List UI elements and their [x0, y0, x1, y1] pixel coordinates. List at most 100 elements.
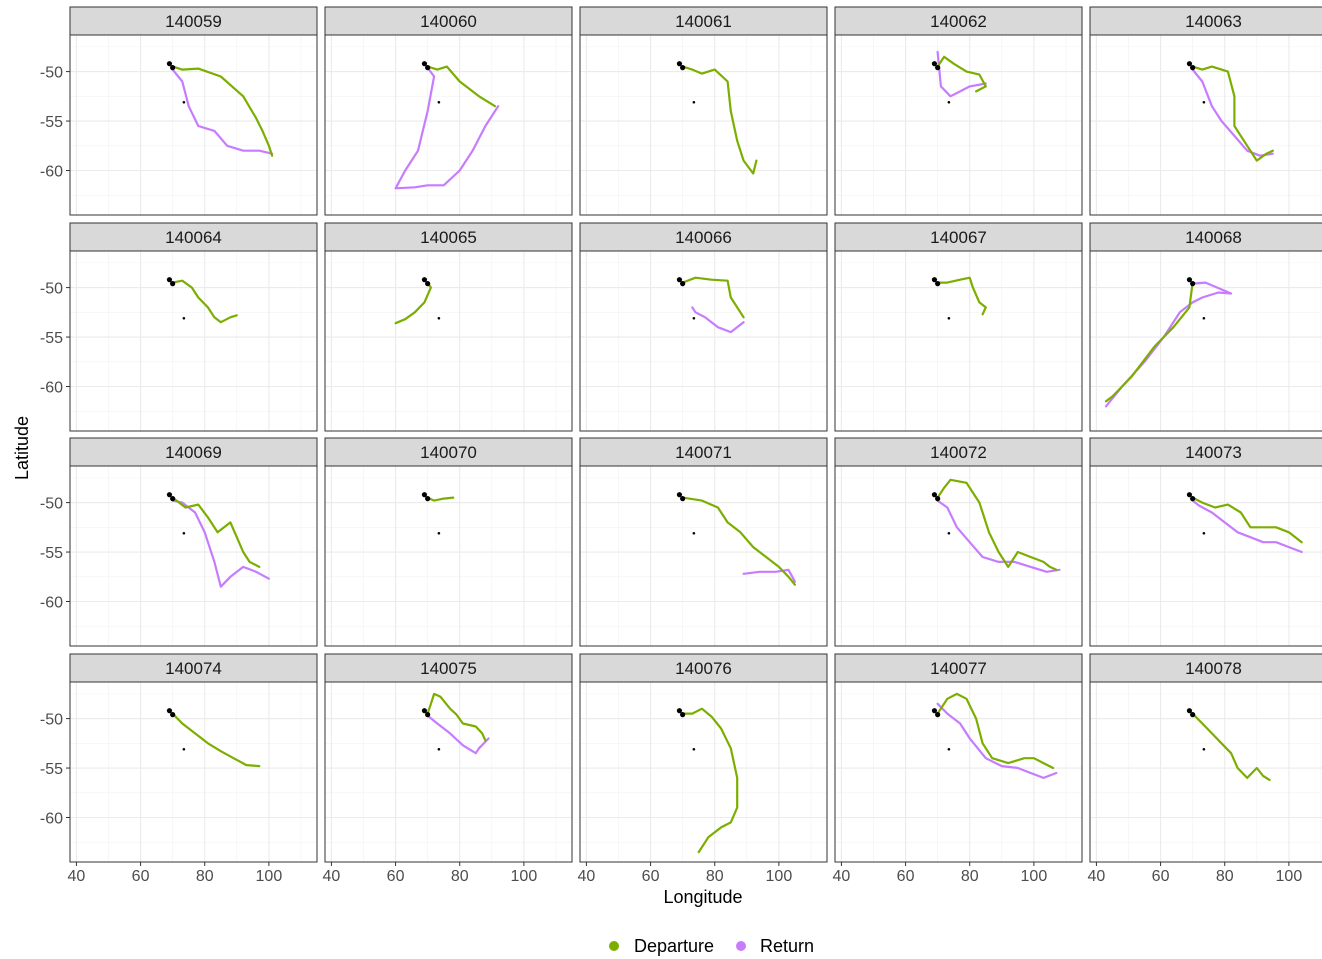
y-tick-label: -50	[40, 281, 63, 298]
grid-lines	[1090, 682, 1322, 862]
colony-point	[425, 65, 431, 71]
grid-lines	[1090, 35, 1322, 215]
facet-strip	[579, 653, 828, 683]
facet-strip	[69, 653, 318, 683]
plot-area	[580, 466, 827, 646]
colony-point	[680, 65, 686, 71]
tracks	[394, 61, 500, 190]
x-tick-label: 100	[1021, 868, 1048, 885]
tracks	[1104, 277, 1233, 408]
facet-label: 140071	[675, 443, 732, 462]
tracks	[166, 277, 238, 324]
departure-track	[171, 496, 261, 569]
facet-label: 140070	[420, 443, 477, 462]
x-tick-label: 60	[1152, 868, 1170, 885]
tracks	[394, 277, 441, 325]
plot-area	[835, 466, 1082, 646]
return-track	[1191, 499, 1303, 554]
x-tick-label: 40	[323, 868, 341, 885]
panel-border	[1089, 465, 1322, 647]
departure-track	[936, 692, 1055, 770]
x-tick-label: 80	[451, 868, 469, 885]
colony-point	[1186, 708, 1193, 714]
colony-point	[947, 747, 951, 751]
colony-point	[947, 100, 951, 104]
plot-area	[325, 251, 572, 431]
grid-lines	[70, 466, 317, 646]
panel-140062: 140062	[834, 6, 1083, 216]
x-tick-label: 100	[766, 868, 793, 885]
colony-point	[947, 316, 951, 320]
plot-area	[835, 251, 1082, 431]
panel-140066: 140066	[579, 222, 828, 432]
y-tick-label: -60	[40, 594, 63, 611]
facet-label: 140059	[165, 12, 222, 31]
plot-area	[1090, 466, 1322, 646]
panel-border	[834, 465, 1083, 647]
colony-point	[421, 61, 428, 67]
colony-point	[425, 496, 431, 502]
plot-area	[70, 682, 317, 862]
colony-point	[1190, 281, 1196, 287]
tracks	[931, 478, 1061, 573]
colony-point	[680, 712, 686, 718]
tracks	[1186, 61, 1274, 162]
facet-strip	[1089, 437, 1322, 467]
colony-point	[692, 316, 696, 320]
facet-strip	[324, 6, 573, 36]
colony-point	[182, 747, 186, 751]
panel-140070: 140070	[324, 437, 573, 647]
facet-label: 140065	[420, 228, 477, 247]
plot-area	[580, 251, 827, 431]
plot-area	[325, 682, 572, 862]
plot-area	[1090, 682, 1322, 862]
panel-140072: 140072	[834, 437, 1083, 647]
return-track	[936, 499, 1061, 573]
panel-border	[69, 34, 318, 216]
departure-track	[1104, 281, 1194, 403]
facet-strip	[834, 437, 1083, 467]
panel-border	[579, 465, 828, 647]
return-track	[742, 568, 797, 583]
x-tick-label: 60	[132, 868, 150, 885]
facet-label: 140078	[1185, 659, 1242, 678]
panel-140059: 140059	[69, 6, 318, 216]
plot-area	[70, 466, 317, 646]
facet-label: 140075	[420, 659, 477, 678]
x-tick-label: 60	[897, 868, 915, 885]
x-tick-label: 100	[256, 868, 283, 885]
colony-point	[425, 712, 431, 718]
facet-label: 140073	[1185, 443, 1242, 462]
facet-label: 140066	[675, 228, 732, 247]
y-tick-label: -60	[40, 810, 63, 827]
colony-point	[1202, 531, 1206, 535]
y-tick-label: -55	[40, 761, 63, 778]
panel-border	[1089, 34, 1322, 216]
return-track	[394, 66, 500, 190]
tracks	[676, 61, 758, 175]
facet-label: 140074	[165, 659, 222, 678]
tracks	[676, 707, 739, 854]
panel-140069: 140069	[69, 437, 318, 647]
colony-point	[947, 531, 951, 535]
panel-border	[579, 681, 828, 863]
colony-point	[182, 100, 186, 104]
plot-area	[325, 466, 572, 646]
facet-label: 140060	[420, 12, 477, 31]
y-axis-title: Latitude	[12, 416, 32, 480]
departure-track	[936, 55, 987, 93]
colony-point	[425, 281, 431, 287]
grid-lines	[325, 35, 572, 215]
x-tick-label: 40	[833, 868, 851, 885]
x-tick-label: 80	[196, 868, 214, 885]
facet-label: 140061	[675, 12, 732, 31]
plot-area	[580, 682, 827, 862]
tracks	[421, 492, 455, 535]
departure-track	[681, 707, 739, 854]
x-tick-label: 40	[1088, 868, 1106, 885]
departure-track	[171, 712, 261, 768]
departure-track	[936, 478, 1058, 571]
colony-point	[437, 747, 441, 751]
colony-point	[166, 708, 173, 714]
